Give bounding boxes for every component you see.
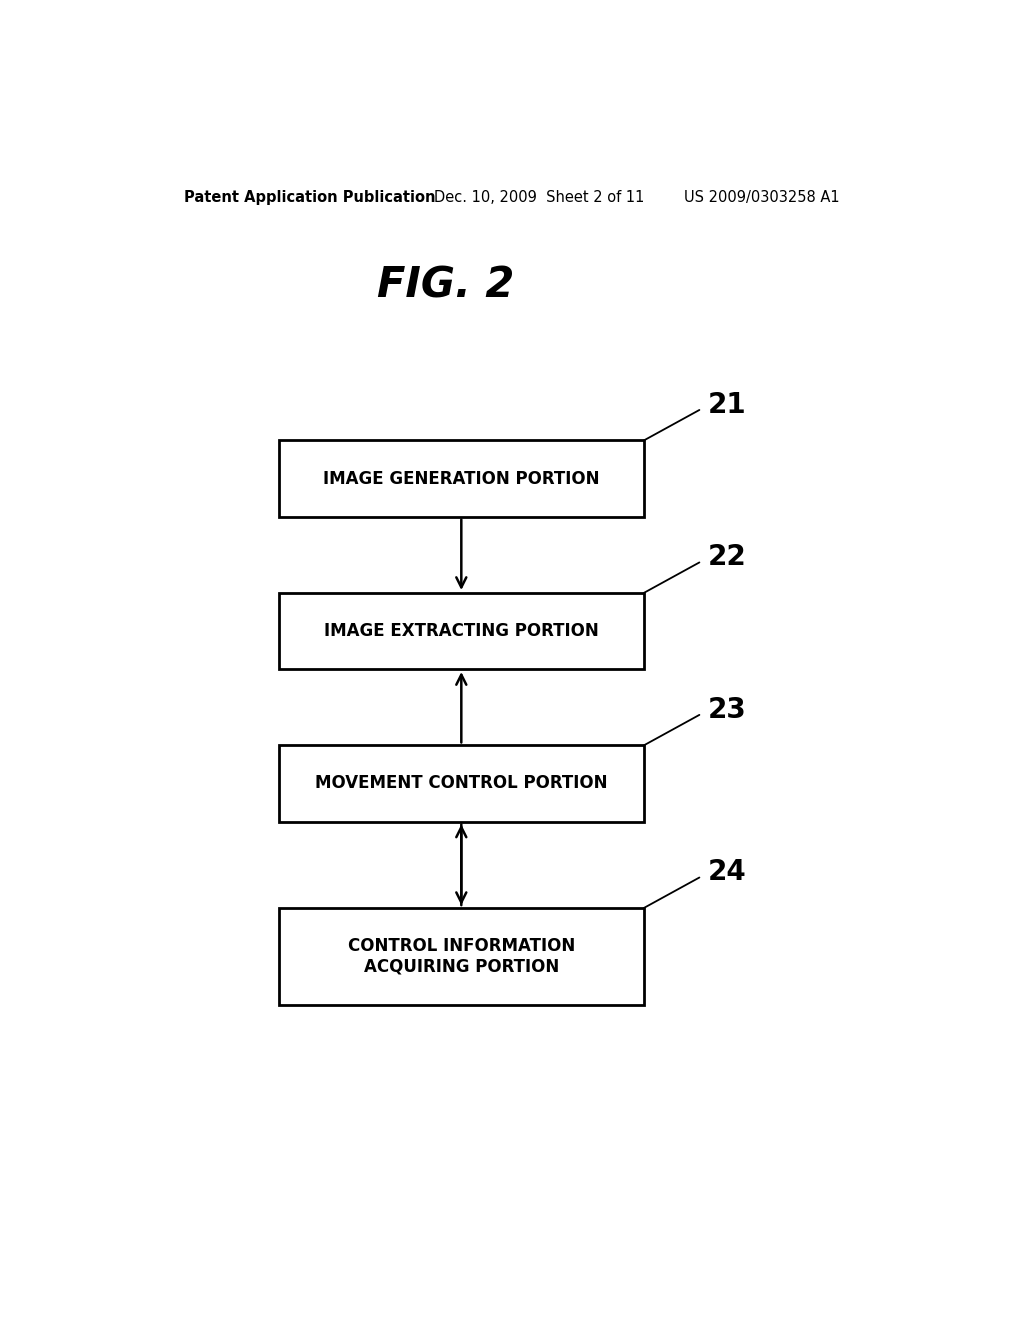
Text: IMAGE GENERATION PORTION: IMAGE GENERATION PORTION	[323, 470, 600, 487]
Text: 23: 23	[708, 696, 746, 723]
Bar	[279, 746, 644, 821]
Bar	[279, 441, 644, 516]
Text: CONTROL INFORMATION
ACQUIRING PORTION: CONTROL INFORMATION ACQUIRING PORTION	[348, 937, 574, 975]
Text: 22: 22	[708, 544, 746, 572]
Text: 21: 21	[708, 391, 745, 418]
Text: IMAGE EXTRACTING PORTION: IMAGE EXTRACTING PORTION	[324, 622, 599, 640]
Text: FIG. 2: FIG. 2	[377, 264, 514, 306]
Text: Dec. 10, 2009  Sheet 2 of 11: Dec. 10, 2009 Sheet 2 of 11	[433, 190, 644, 205]
Text: 24: 24	[708, 858, 746, 887]
Bar	[279, 593, 644, 669]
Text: Patent Application Publication: Patent Application Publication	[183, 190, 435, 205]
Bar	[279, 908, 644, 1005]
Text: US 2009/0303258 A1: US 2009/0303258 A1	[684, 190, 839, 205]
Text: MOVEMENT CONTROL PORTION: MOVEMENT CONTROL PORTION	[315, 775, 607, 792]
